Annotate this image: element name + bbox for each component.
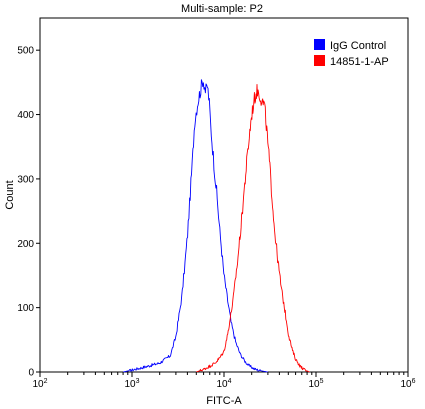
x-tick-label: 102 [32, 378, 47, 390]
y-axis-label: Count [4, 180, 16, 209]
x-tick-label: 106 [400, 378, 415, 390]
legend-swatch-igg-control [314, 39, 325, 50]
legend: IgG Control 14851-1-AP [314, 39, 389, 68]
legend-label-14851-1-ap: 14851-1-AP [330, 56, 389, 68]
x-axis-ticks: 102 103 104 105 106 [32, 372, 416, 390]
y-tick-label: 100 [17, 303, 34, 314]
series-igg-control-line [123, 79, 268, 373]
y-tick-label: 400 [17, 110, 34, 121]
chart-title: Multi-sample: P2 [181, 3, 263, 15]
plot-frame [39, 17, 409, 373]
y-tick-label: 300 [17, 174, 34, 185]
x-tick-label: 104 [216, 378, 231, 390]
y-tick-label: 200 [17, 239, 34, 250]
x-tick-label: 105 [308, 378, 323, 390]
legend-item-14851-1-ap: 14851-1-AP [314, 55, 389, 68]
x-tick-label: 103 [124, 378, 139, 390]
y-tick-label: 500 [17, 46, 34, 57]
legend-label-igg-control: IgG Control [330, 40, 386, 52]
y-axis-ticks: 0 100 200 300 400 500 [17, 46, 40, 379]
legend-swatch-14851-1-ap [314, 55, 325, 66]
series-14851-1-ap-line [196, 84, 310, 373]
legend-item-igg-control: IgG Control [314, 39, 386, 52]
plot-area: 0 100 200 300 400 500 102 103 104 105 106 [17, 17, 416, 390]
series-layer [123, 79, 310, 373]
y-tick-label: 0 [28, 368, 34, 379]
x-axis-label: FITC-A [206, 395, 242, 407]
